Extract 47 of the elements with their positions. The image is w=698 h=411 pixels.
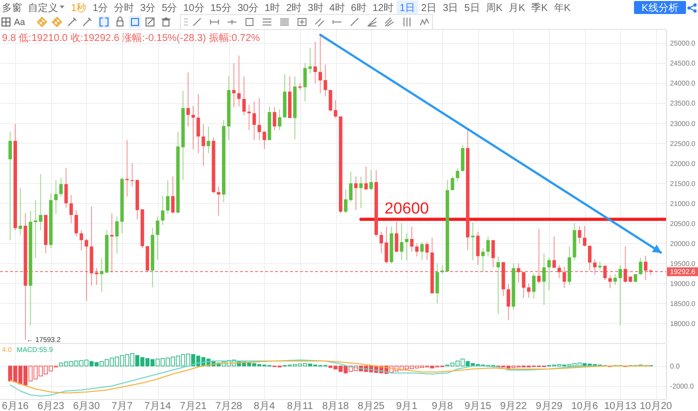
text: 2日 bbox=[421, 3, 437, 14]
text: 1秒 bbox=[71, 2, 87, 14]
text: 3分 bbox=[140, 2, 156, 14]
text: 月K bbox=[508, 3, 526, 14]
x-tick-label: 9月1 bbox=[396, 401, 418, 411]
text: 12时 bbox=[372, 2, 394, 14]
text: 1时 bbox=[264, 2, 280, 14]
x-tick-label: 9月8 bbox=[432, 401, 454, 411]
x-tick-label: 7月14 bbox=[144, 401, 172, 411]
text: 2时 bbox=[286, 2, 302, 14]
x-tick-label: 7月28 bbox=[215, 401, 243, 411]
annotation: 20600 bbox=[384, 200, 430, 218]
text: 4时 bbox=[329, 2, 345, 14]
x-tick-label: 9月22 bbox=[500, 401, 528, 411]
x-tick-label: 8月4 bbox=[254, 401, 276, 411]
x-tick-label: 8月18 bbox=[322, 401, 350, 411]
x-tick-label: 7月7 bbox=[111, 401, 134, 411]
text: 5分 bbox=[162, 2, 178, 14]
x-tick-label: 7月21 bbox=[180, 401, 207, 411]
text: 自定义 bbox=[28, 2, 58, 14]
text: 周K bbox=[486, 3, 503, 14]
x-tick-label: 8月11 bbox=[286, 401, 314, 411]
x-tick-label: 6月23 bbox=[37, 401, 65, 411]
text: 分时 bbox=[114, 2, 134, 14]
text: 5日 bbox=[464, 3, 480, 14]
text: Aa bbox=[14, 17, 26, 27]
text: 30分 bbox=[238, 2, 259, 14]
annotation: 9.8 低:19210.0 收:19292.6 涨幅:-0.15%(-28.3) 振幅:0.72% bbox=[2, 32, 260, 44]
text: 季K bbox=[531, 2, 548, 14]
text: 3日 bbox=[442, 3, 458, 14]
x-tick-label: 10月6 bbox=[571, 401, 598, 411]
text: K线分析 bbox=[642, 2, 678, 14]
text: 15分 bbox=[210, 2, 232, 14]
x-tick-label: 8月25 bbox=[358, 401, 385, 411]
x-tick-label: 6月30 bbox=[73, 401, 100, 411]
text: 多窗 bbox=[2, 2, 22, 14]
x-tick-label: 10月20 bbox=[640, 401, 672, 411]
x-tick-label: 9月15 bbox=[464, 401, 492, 411]
text: 3时 bbox=[308, 2, 324, 14]
x-tick-label: 9月29 bbox=[536, 401, 563, 411]
text: 10分 bbox=[183, 2, 204, 14]
text: 6时 bbox=[350, 2, 366, 14]
text: 1分 bbox=[92, 2, 108, 14]
text: 1日 bbox=[400, 3, 416, 14]
x-tick-label: 6月16 bbox=[2, 401, 30, 411]
text: 年K bbox=[554, 2, 571, 14]
x-tick-label: 10月13 bbox=[604, 401, 637, 411]
